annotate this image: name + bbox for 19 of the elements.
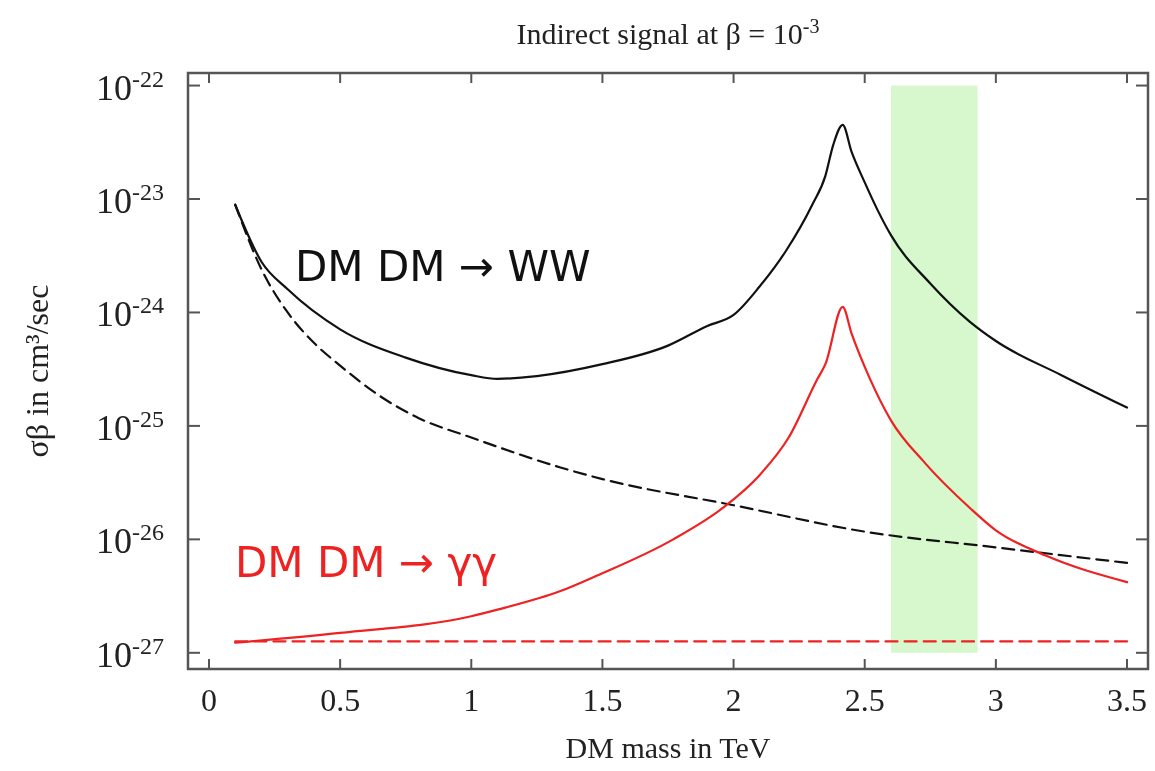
x-tick-label: 0.5 (320, 682, 361, 718)
series-label: DM DM → γγ (235, 538, 498, 587)
x-tick-label: 0 (200, 682, 217, 718)
x-axis-title: DM mass in TeV (565, 731, 771, 764)
x-tick-label: 3 (987, 682, 1004, 718)
y-tick-label: 10$^{-23}$ (96, 179, 164, 221)
y-tick-label: 10$^{-22}$ (96, 65, 164, 108)
chart-title: Indirect signal at β = 10$^{-3}$ (516, 15, 820, 50)
x-tick-label: 2.5 (844, 682, 885, 718)
series-label: DM DM → WW (295, 242, 591, 291)
y-tick-label: 10$^{-24}$ (96, 292, 164, 335)
x-tick-label: 1.5 (582, 682, 623, 718)
y-tick-label: 10$^{-25}$ (96, 405, 164, 448)
x-tick-label: 3.5 (1107, 682, 1148, 718)
y-axis-title: σβ in cm³/sec (19, 284, 55, 458)
y-tick-label: 10$^{-27}$ (96, 632, 164, 675)
y-tick-label: 10$^{-26}$ (96, 519, 164, 562)
x-tick-label: 2 (725, 682, 742, 718)
x-tick-label: 1 (463, 682, 480, 718)
